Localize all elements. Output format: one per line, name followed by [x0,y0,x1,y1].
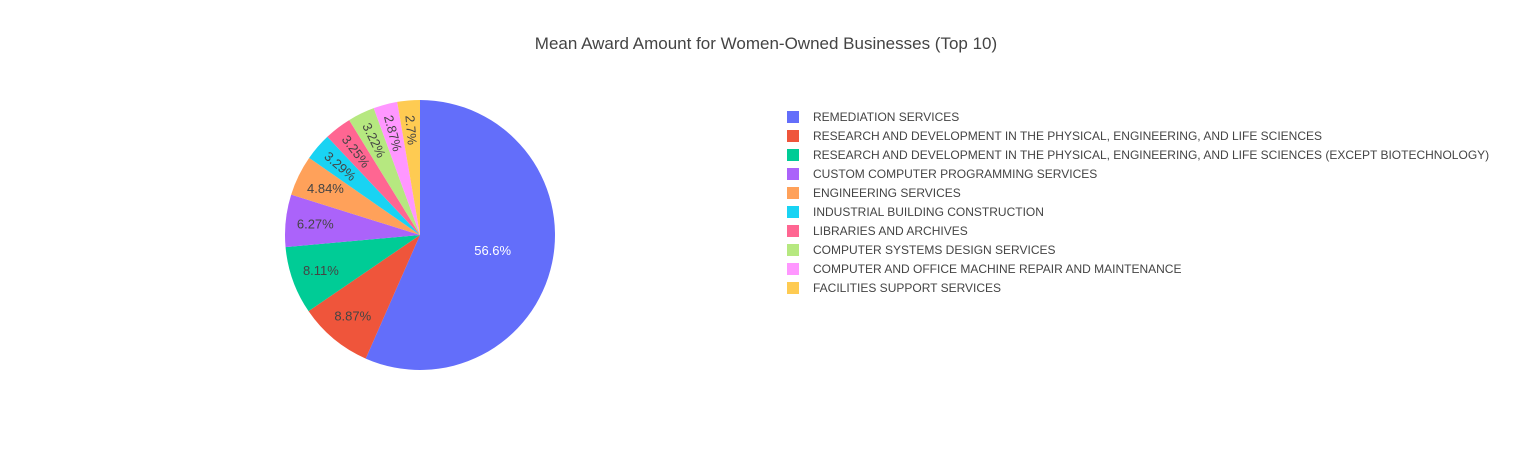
legend-swatch [787,110,799,123]
pie-slice[interactable] [291,157,420,235]
legend-item[interactable]: CUSTOM COMPUTER PROGRAMMING SERVICES [787,164,1489,183]
pie-slice-label: 2.7% [402,115,419,146]
legend-label: LIBRARIES AND ARCHIVES [813,223,968,238]
legend-item[interactable]: RESEARCH AND DEVELOPMENT IN THE PHYSICAL… [787,126,1489,145]
legend-swatch [787,224,799,237]
chart-title: Mean Award Amount for Women-Owned Busine… [534,34,998,53]
legend-label: RESEARCH AND DEVELOPMENT IN THE PHYSICAL… [813,147,1490,162]
pie-slice[interactable] [327,120,420,235]
legend-label: INDUSTRIAL BUILDING CONSTRUCTION [813,204,1044,219]
pie-slice[interactable] [349,108,420,235]
pie-slice[interactable] [308,235,420,359]
legend-label: FACILITIES SUPPORT SERVICES [813,280,1002,295]
pie-slice[interactable] [285,194,420,248]
legend-label: COMPUTER SYSTEMS DESIGN SERVICES [813,242,1056,257]
legend-label: ENGINEERING SERVICES [813,185,961,200]
legend-item[interactable]: COMPUTER SYSTEMS DESIGN SERVICES [787,240,1489,259]
pie-slice-label: 8.11% [303,263,339,278]
pie-slice[interactable] [365,100,555,370]
legend-label: REMEDIATION SERVICES [813,109,960,124]
legend-item[interactable]: RESEARCH AND DEVELOPMENT IN THE PHYSICAL… [787,145,1489,164]
legend-item[interactable]: ENGINEERING SERVICES [787,183,1489,202]
legend-label: RESEARCH AND DEVELOPMENT IN THE PHYSICAL… [813,128,1323,143]
pie-slice-label: 8.87% [334,309,371,324]
legend-swatch [787,148,799,161]
legend: REMEDIATION SERVICES RESEARCH AND DEVELOP… [787,107,1489,297]
legend-item[interactable]: COMPUTER AND OFFICE MACHINE REPAIR AND M… [787,259,1489,278]
legend-item[interactable]: FACILITIES SUPPORT SERVICES [787,278,1489,297]
legend-item[interactable]: INDUSTRIAL BUILDING CONSTRUCTION [787,202,1489,221]
legend-label: COMPUTER AND OFFICE MACHINE REPAIR AND M… [813,261,1182,276]
pie-slices [285,100,555,370]
legend-swatch [787,205,799,218]
legend-swatch [787,281,799,294]
pie-slice[interactable] [397,100,420,235]
pie-slice-label: 4.84% [307,181,344,196]
legend-swatch [787,129,799,142]
legend-item[interactable]: REMEDIATION SERVICES [787,107,1489,126]
legend-swatch [787,186,799,199]
pie-slice-label: 6.27% [297,216,334,231]
legend-swatch [787,243,799,256]
legend-swatch [787,262,799,275]
pie-slice[interactable] [285,235,420,312]
legend-swatch [787,167,799,180]
pie-slice[interactable] [373,101,420,235]
legend-label: CUSTOM COMPUTER PROGRAMMING SERVICES [813,166,1098,181]
pie-slice[interactable] [309,136,420,235]
legend-item[interactable]: LIBRARIES AND ARCHIVES [787,221,1489,240]
pie-slice-label: 56.6% [474,243,511,258]
